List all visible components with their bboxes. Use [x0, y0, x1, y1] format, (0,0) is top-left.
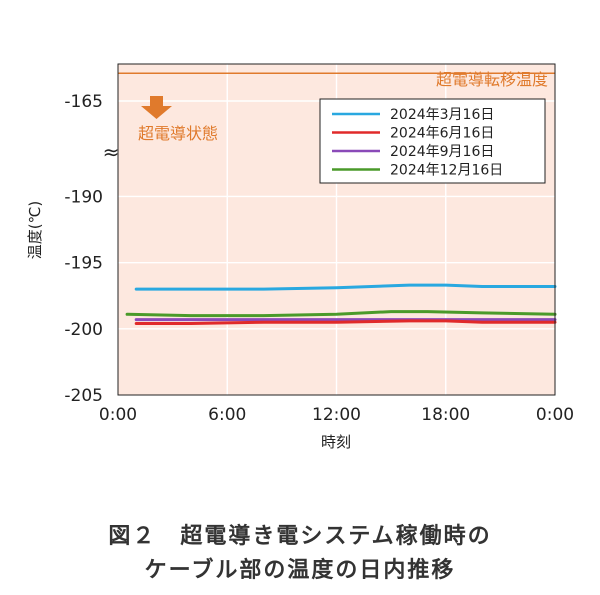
legend: 2024年3月16日 2024年6月16日 2024年9月16日 2024年12月16…	[319, 98, 546, 184]
x-tick-label: 0:00	[99, 405, 137, 425]
axis-break-icon: ≈	[103, 140, 120, 164]
y-tick-label: -190	[64, 187, 103, 207]
figure-caption: 図２ 超電導き電システム稼働時の ケーブル部の温度の日内推移	[0, 520, 600, 588]
legend-label: 2024年3月16日	[390, 107, 494, 123]
y-tick-label: -205	[64, 386, 103, 406]
x-tick-label: 18:00	[421, 405, 470, 425]
arrow-down-icon	[141, 96, 172, 119]
state-label: 超電導状態	[138, 124, 218, 143]
x-tick-label: 0:00	[536, 405, 574, 425]
series-line	[125, 310, 557, 318]
series-line	[134, 319, 557, 325]
caption-line-2: ケーブル部の温度の日内推移	[144, 558, 456, 583]
series-group	[125, 283, 557, 325]
y-tick-label: -165	[64, 92, 103, 112]
x-tick-label: 12:00	[312, 405, 361, 425]
y-tick-labels: -165 -190 -195 -200 -205	[64, 92, 103, 406]
threshold-label: 超電導転移温度	[436, 70, 548, 89]
x-tick-labels: 0:00 6:00 12:00 18:00 0:00	[99, 405, 574, 425]
y-tick-label: -195	[64, 254, 103, 274]
legend-label: 2024年12月16日	[390, 163, 503, 179]
x-tick-label: 6:00	[208, 405, 246, 425]
legend-label: 2024年9月16日	[390, 144, 494, 160]
caption-line-1: 図２ 超電導き電システム稼働時の	[108, 524, 492, 549]
x-axis-label: 時刻	[321, 433, 351, 451]
chart: 超電導転移温度 超電導状態 ≈ 2024年3月16日2024年6月16日2024…	[26, 63, 574, 451]
y-axis-label: 温度(℃)	[26, 201, 44, 260]
series-line	[134, 283, 557, 291]
plot-frame	[117, 63, 556, 396]
y-tick-label: -200	[64, 320, 103, 340]
legend-label: 2024年6月16日	[390, 126, 494, 142]
